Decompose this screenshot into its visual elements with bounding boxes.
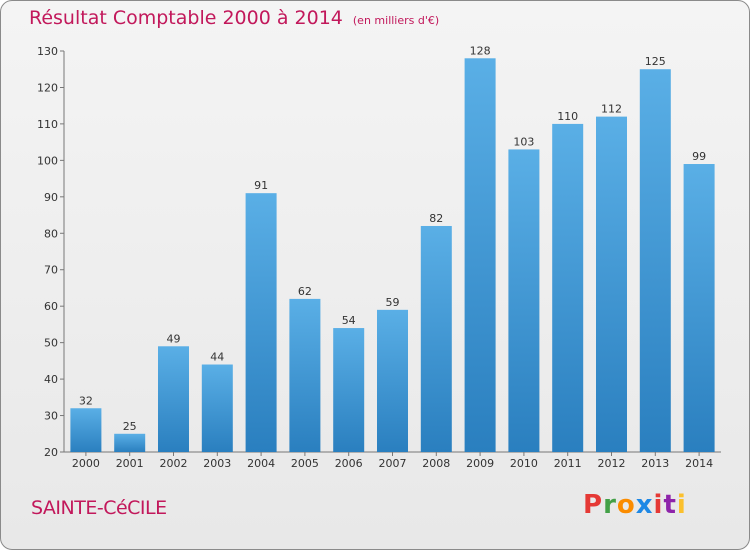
chart-subtitle: (en milliers d'€): [352, 14, 440, 27]
bar-2005: [289, 298, 321, 452]
x-tick-label-2014: 2014: [685, 457, 713, 470]
x-tick-label-2009: 2009: [466, 457, 494, 470]
bar-2008: [420, 225, 452, 452]
bar-2013: [639, 69, 671, 453]
bar-2004: [245, 193, 277, 452]
y-tick-label: 100: [37, 154, 58, 167]
bar-2009: [464, 58, 496, 453]
x-tick-label-2001: 2001: [116, 457, 144, 470]
value-label-2010: 103: [513, 135, 534, 148]
bar-2007: [377, 309, 408, 452]
y-tick-label: 120: [37, 81, 58, 94]
x-tick-label-2006: 2006: [335, 457, 363, 470]
logo-letter: x: [635, 490, 654, 520]
value-label-2007: 59: [386, 296, 400, 309]
value-label-2012: 112: [601, 103, 622, 116]
proxiti-logo: Proxiti: [583, 490, 687, 520]
y-tick-label: 70: [44, 264, 58, 277]
x-tick-label-2012: 2012: [598, 457, 626, 470]
chart-title-text: Résultat Comptable 2000 à 2014: [29, 7, 343, 29]
x-tick-label-2004: 2004: [247, 457, 275, 470]
x-tick-label-2011: 2011: [554, 457, 582, 470]
x-tick-label-2005: 2005: [291, 457, 319, 470]
logo-letter: t: [663, 490, 677, 520]
chart-title: Résultat Comptable 2000 à 2014 (en millie…: [29, 7, 439, 29]
x-tick-label-2002: 2002: [160, 457, 188, 470]
value-label-2004: 91: [254, 179, 268, 192]
x-tick-label-2007: 2007: [379, 457, 407, 470]
chart-bars: 32 25 49 44 91 62 54 59 82 128 103 110 112 125 99: [70, 44, 715, 453]
logo-letter: o: [616, 490, 636, 520]
logo-letter: P: [583, 490, 604, 520]
value-label-2013: 125: [645, 55, 666, 68]
y-tick-label: 50: [44, 337, 58, 350]
value-label-2014: 99: [692, 150, 706, 163]
value-label-2002: 49: [167, 332, 181, 345]
y-tick-label: 110: [37, 118, 58, 131]
value-label-2001: 25: [123, 420, 137, 433]
y-tick-label: 80: [44, 227, 58, 240]
y-tick-label: 30: [44, 410, 58, 423]
x-tick-label-2013: 2013: [641, 457, 669, 470]
x-tick-label-2008: 2008: [422, 457, 450, 470]
value-label-2000: 32: [79, 394, 93, 407]
value-label-2003: 44: [210, 351, 224, 364]
x-tick-label-2003: 2003: [203, 457, 231, 470]
logo-letter: r: [603, 490, 617, 520]
bar-2001: [114, 433, 146, 452]
value-label-2005: 62: [298, 285, 312, 298]
logo-letter: i: [676, 490, 687, 520]
value-label-2011: 110: [557, 110, 578, 123]
bar-2011: [552, 123, 584, 452]
bar-2006: [333, 328, 365, 452]
bar-2002: [158, 346, 189, 452]
y-tick-label: 90: [44, 191, 58, 204]
bar-2012: [596, 116, 627, 453]
value-label-2009: 128: [470, 44, 491, 57]
y-tick-label: 40: [44, 373, 58, 386]
bar-2014: [683, 164, 715, 452]
y-tick-label: 130: [37, 45, 58, 58]
value-label-2006: 54: [342, 314, 356, 327]
bar-2010: [508, 149, 540, 452]
bar-2000: [70, 408, 102, 452]
commune-name: SAINTE-CéCILE: [31, 497, 167, 519]
logo-letter: i: [653, 490, 664, 520]
y-tick-label: 20: [44, 446, 58, 459]
y-tick-label: 60: [44, 300, 58, 313]
x-tick-label-2000: 2000: [72, 457, 100, 470]
value-label-2008: 82: [429, 212, 443, 225]
x-tick-label-2010: 2010: [510, 457, 538, 470]
bar-2003: [201, 364, 233, 452]
